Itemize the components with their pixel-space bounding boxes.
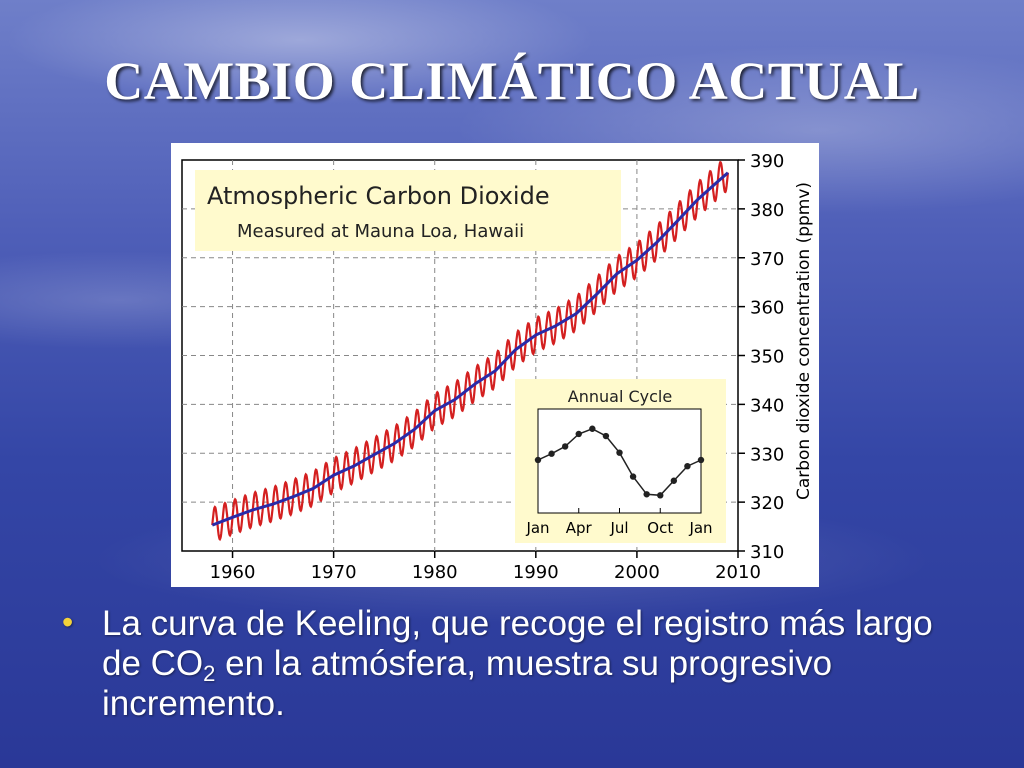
bullet-dot-icon: • [62, 604, 74, 640]
annual-cycle-point [657, 492, 664, 499]
bullet-subscript: 2 [203, 661, 216, 686]
annual-cycle-point [602, 432, 610, 440]
annual-cycle-point [670, 477, 678, 484]
bullet-text-part1: La curva de Keeling, que recoge el regis… [102, 604, 933, 683]
y-tick-label: 310 [750, 542, 784, 563]
y-tick-label: 340 [750, 395, 784, 416]
chart-canvas: 310 320 330 340 350 360 370 380 390 1960 1970 1980… [181, 151, 814, 583]
x-tick-label: 2010 [715, 562, 761, 583]
x-tick-label: 1970 [311, 562, 357, 583]
y-tick-label: 350 [750, 347, 784, 368]
x-tick-label: 1980 [412, 562, 458, 583]
annual-cycle-title: Annual Cycle [568, 387, 672, 406]
annual-x-tick-label: Oct [647, 519, 673, 537]
slide-title: CAMBIO CLIMÁTICO ACTUAL [104, 51, 920, 111]
x-tick-labels: 1960 1970 1980 1990 2000 2010 [210, 551, 761, 583]
annual-cycle-frame [537, 408, 702, 514]
x-tick-label: 2000 [614, 562, 660, 583]
chart-subtitle: Measured at Mauna Loa, Hawaii [237, 221, 524, 242]
annual-cycle-point [589, 425, 596, 432]
annual-x-tick-label: Jul [609, 519, 628, 537]
keeling-curve-chart: 310 320 330 340 350 360 370 380 390 1960 1970 1980… [171, 143, 819, 587]
annual-cycle-point [616, 449, 623, 456]
chart-title-box [195, 170, 621, 251]
annual-cycle-point [575, 430, 582, 438]
annual-cycle-x-tick-labels: Jan Apr Jul Oct Jan [525, 508, 713, 537]
y-tick-label: 380 [750, 200, 784, 221]
annual-cycle-point [684, 463, 691, 470]
annual-x-tick-label: Jan [525, 519, 549, 537]
annual-cycle-point [561, 443, 569, 450]
y-axis-label: Carbon dioxide concentration (ppmv) [794, 182, 814, 500]
annual-cycle-point [629, 473, 637, 480]
y-tick-label: 330 [750, 444, 784, 465]
x-tick-label: 1990 [513, 562, 559, 583]
y-tick-label: 390 [750, 151, 784, 172]
annual-x-tick-label: Apr [566, 519, 593, 537]
annual-cycle-point [548, 450, 555, 457]
x-tick-label: 1960 [210, 562, 256, 583]
y-tick-label: 320 [750, 493, 784, 514]
bullet-text-part2: en la atmósfera, muestra su progresivo i… [102, 644, 833, 723]
bullet-text: La curva de Keeling, que recoge el regis… [102, 604, 962, 724]
annual-cycle-series [534, 425, 705, 499]
annual-cycle-point [697, 456, 705, 464]
y-tick-label: 370 [750, 249, 784, 270]
annual-cycle-point [643, 491, 650, 498]
y-tick-labels: 310 320 330 340 350 360 370 380 390 [738, 151, 784, 563]
annual-cycle-point [534, 456, 542, 464]
trend-co2-line [211, 171, 729, 527]
annual-x-tick-label: Jan [688, 519, 712, 537]
trend-co2-series [211, 171, 729, 527]
y-tick-label: 360 [750, 298, 784, 319]
chart-title: Atmospheric Carbon Dioxide [207, 182, 550, 210]
